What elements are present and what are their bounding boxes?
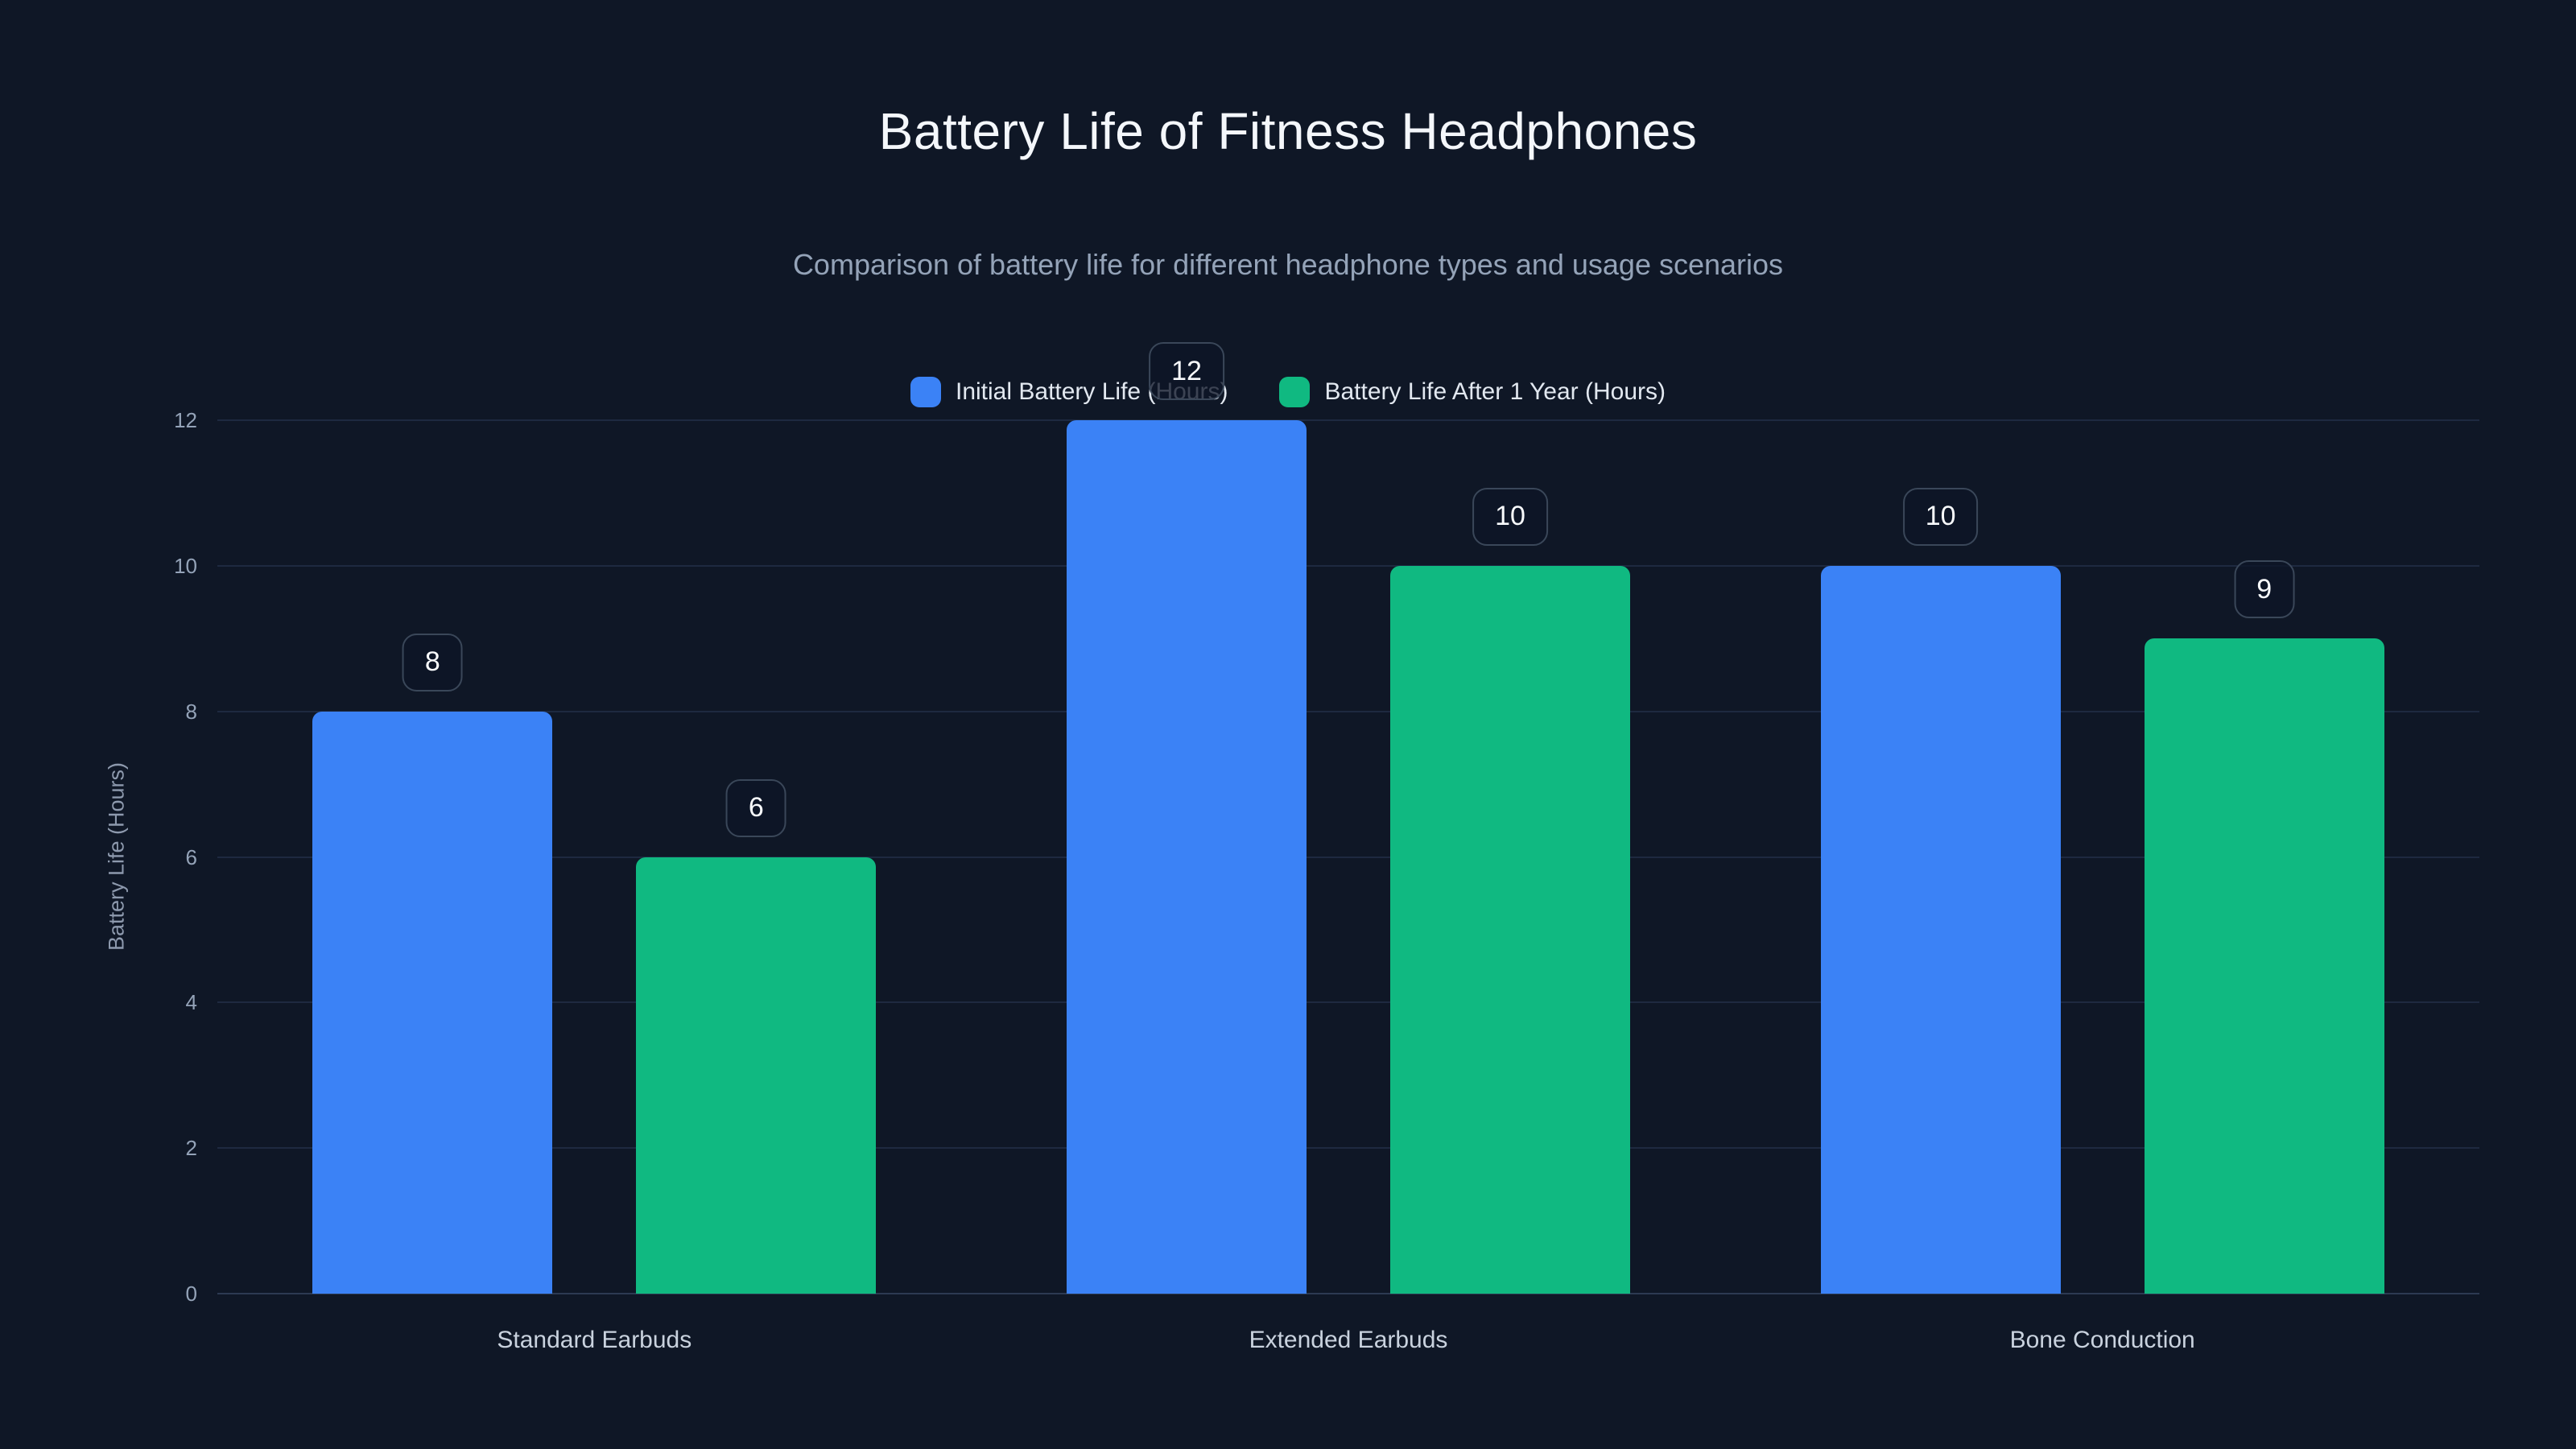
gridline-y-8 xyxy=(217,710,2479,712)
y-tick-label-2: 2 xyxy=(185,1136,197,1161)
x-axis-label-extended-earbuds: Extended Earbuds xyxy=(1249,1327,1448,1353)
bar-series1-standard-earbuds[interactable] xyxy=(312,711,553,1294)
x-axis-label-standard-earbuds: Standard Earbuds xyxy=(497,1327,692,1353)
legend-swatch-icon xyxy=(910,377,941,407)
y-tick-label-10: 10 xyxy=(174,553,197,578)
y-tick-label-4: 4 xyxy=(185,990,197,1015)
x-axis-label-bone-conduction: Bone Conduction xyxy=(2009,1327,2195,1353)
value-badge: 10 xyxy=(1472,487,1548,546)
legend-swatch-icon xyxy=(1279,377,1311,407)
bar-series2-extended-earbuds[interactable] xyxy=(1390,565,1630,1294)
chart-title: Battery Life of Fitness Headphones xyxy=(878,102,1698,160)
value-badge: 6 xyxy=(725,778,786,837)
gridline-y-12 xyxy=(217,419,2479,421)
bar-series1-bone-conduction[interactable] xyxy=(1820,565,2061,1294)
legend-item-label: Battery Life After 1 Year (Hours) xyxy=(1324,378,1666,405)
gridline-y-4 xyxy=(217,1001,2479,1004)
bar-series1-extended-earbuds[interactable] xyxy=(1067,420,1307,1294)
value-badge: 10 xyxy=(1902,487,1979,546)
chart-subtitle: Comparison of battery life for different… xyxy=(792,248,1784,281)
gridline-y-6 xyxy=(217,856,2479,858)
gridline-y-10 xyxy=(217,564,2479,567)
value-badge: 9 xyxy=(2234,560,2295,619)
gridline-y-2 xyxy=(217,1147,2479,1150)
value-badge: 12 xyxy=(1149,342,1224,400)
y-tick-label-12: 12 xyxy=(174,408,197,432)
y-tick-label-6: 6 xyxy=(185,844,197,869)
y-tick-label-8: 8 xyxy=(185,699,197,724)
bar-series2-bone-conduction[interactable] xyxy=(2144,638,2384,1294)
y-axis-title: Battery Life (Hours) xyxy=(104,762,129,952)
y-tick-label-0: 0 xyxy=(185,1282,197,1306)
legend-item-after-1-year[interactable]: Battery Life After 1 Year (Hours) xyxy=(1279,377,1666,407)
bar-series2-standard-earbuds[interactable] xyxy=(636,857,877,1294)
gridline-y-0 xyxy=(217,1293,2479,1294)
value-badge: 8 xyxy=(402,633,463,691)
